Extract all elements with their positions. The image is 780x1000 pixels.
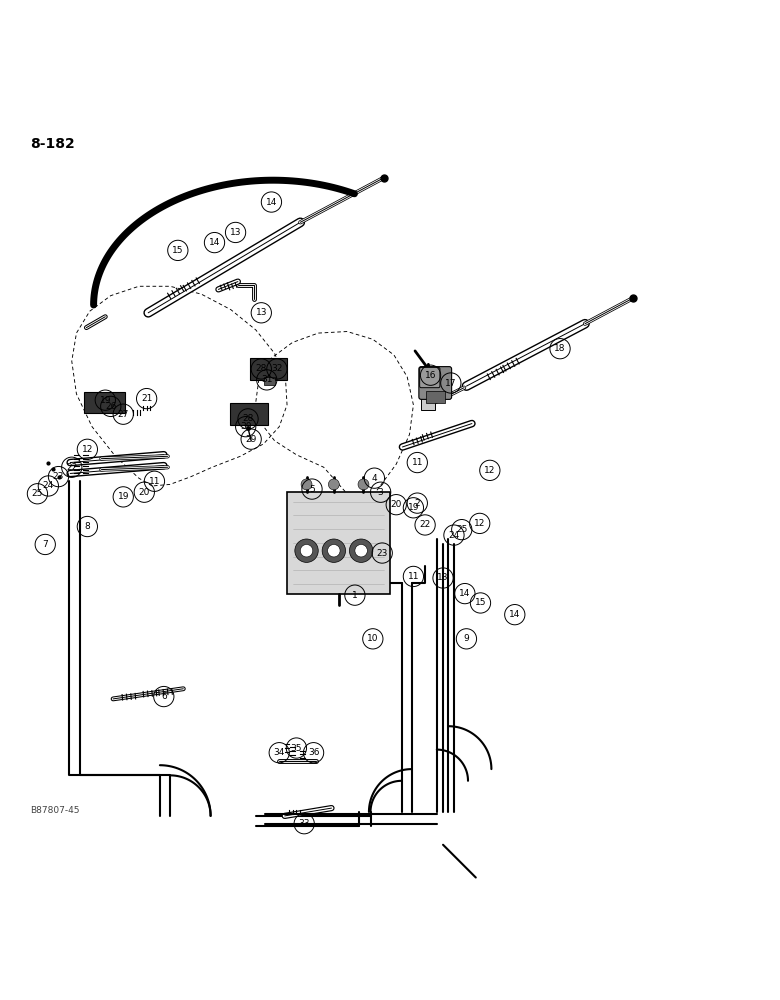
Text: 9: 9	[463, 634, 470, 643]
FancyBboxPatch shape	[419, 367, 452, 399]
Text: 11: 11	[408, 572, 419, 581]
Text: 11: 11	[412, 458, 423, 467]
Text: 15: 15	[172, 246, 183, 255]
Circle shape	[355, 544, 367, 557]
Text: 10: 10	[367, 634, 378, 643]
Text: 29: 29	[246, 435, 257, 444]
Text: 19: 19	[118, 492, 129, 501]
Text: 3: 3	[378, 488, 384, 497]
Text: 19: 19	[408, 503, 419, 512]
Text: 6: 6	[161, 692, 167, 701]
Text: 8-182: 8-182	[30, 137, 74, 151]
Text: 14: 14	[209, 238, 220, 247]
Text: 31: 31	[261, 375, 272, 384]
Text: 12: 12	[474, 519, 485, 528]
Text: 19: 19	[100, 396, 111, 405]
Text: 30: 30	[240, 422, 251, 431]
Circle shape	[328, 544, 340, 557]
Text: 27: 27	[118, 410, 129, 419]
Text: 28: 28	[243, 414, 254, 423]
Circle shape	[322, 539, 346, 562]
Text: 12: 12	[484, 466, 495, 475]
Text: 5: 5	[309, 485, 315, 494]
Text: 33: 33	[299, 819, 310, 828]
Text: 8: 8	[84, 522, 90, 531]
Circle shape	[301, 479, 312, 490]
Text: 35: 35	[291, 744, 302, 753]
Text: 32: 32	[271, 364, 282, 373]
Text: 4: 4	[371, 474, 378, 483]
Text: 25: 25	[32, 489, 43, 498]
Text: 24: 24	[448, 531, 459, 540]
FancyBboxPatch shape	[426, 391, 445, 402]
Text: 22: 22	[66, 463, 77, 472]
Text: B87807-45: B87807-45	[30, 806, 79, 815]
Circle shape	[328, 479, 339, 490]
FancyBboxPatch shape	[230, 403, 268, 425]
Text: 23: 23	[53, 472, 64, 481]
Text: 13: 13	[438, 573, 448, 582]
Text: 11: 11	[149, 477, 160, 486]
FancyBboxPatch shape	[264, 377, 275, 385]
Text: 26: 26	[105, 402, 116, 411]
Circle shape	[349, 539, 373, 562]
Text: 14: 14	[459, 589, 470, 598]
Text: 28: 28	[256, 364, 267, 373]
FancyBboxPatch shape	[420, 367, 440, 388]
Text: 24: 24	[43, 481, 54, 490]
Text: 22: 22	[420, 520, 431, 529]
Text: 25: 25	[456, 525, 467, 534]
Circle shape	[358, 479, 369, 490]
Text: 18: 18	[555, 344, 565, 353]
Text: 23: 23	[377, 549, 388, 558]
Text: 21: 21	[141, 394, 152, 403]
Text: 14: 14	[509, 610, 520, 619]
FancyBboxPatch shape	[84, 392, 125, 413]
FancyBboxPatch shape	[250, 358, 287, 380]
FancyBboxPatch shape	[421, 396, 435, 410]
Text: 1: 1	[352, 591, 358, 600]
Text: 16: 16	[425, 371, 436, 380]
Text: 36: 36	[308, 748, 319, 757]
Text: 13: 13	[230, 228, 241, 237]
Text: 14: 14	[266, 198, 277, 207]
FancyBboxPatch shape	[287, 492, 390, 594]
Text: 20: 20	[139, 488, 150, 497]
Text: 7: 7	[42, 540, 48, 549]
Text: 2: 2	[414, 499, 420, 508]
Circle shape	[295, 539, 318, 562]
Text: 12: 12	[82, 445, 93, 454]
Text: 20: 20	[391, 500, 402, 509]
Text: 15: 15	[475, 598, 486, 607]
Text: 13: 13	[256, 308, 267, 317]
Text: 34: 34	[274, 748, 285, 757]
Circle shape	[300, 544, 313, 557]
Text: 17: 17	[445, 378, 456, 387]
